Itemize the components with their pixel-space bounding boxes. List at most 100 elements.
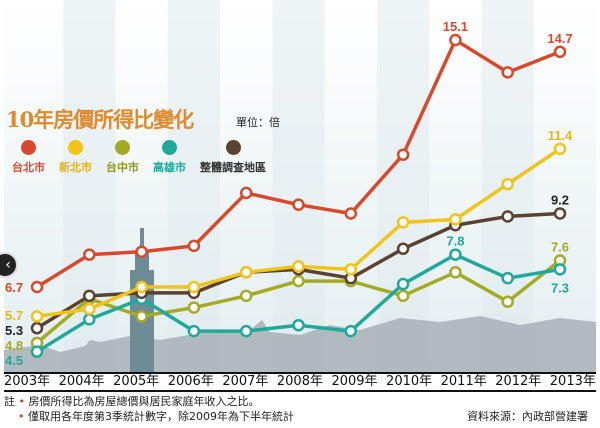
data-point	[187, 239, 201, 253]
data-point	[30, 310, 44, 323]
data-point	[344, 324, 358, 338]
data-point	[292, 260, 305, 273]
data-point	[239, 266, 253, 279]
x-tick-label: 2010年	[386, 374, 433, 389]
previous-arrow-button[interactable]: ‹	[0, 252, 18, 278]
unit-label: 單位：倍	[236, 116, 280, 129]
data-source: 資料來源：內政部營建署	[467, 410, 588, 423]
data-point	[292, 274, 305, 288]
data-point	[501, 177, 514, 191]
data-label: 14.7	[547, 31, 572, 46]
x-tick-label: 2003年	[4, 374, 51, 389]
x-tick-label: 2007年	[222, 374, 269, 389]
series-0	[30, 33, 567, 294]
x-tick-label: 2006年	[167, 374, 214, 389]
data-point	[30, 280, 44, 294]
data-point	[449, 248, 462, 261]
legend-dot	[225, 140, 241, 155]
note-prefix: 註	[4, 395, 15, 408]
data-point	[83, 289, 96, 303]
data-point	[396, 277, 410, 291]
data-point	[187, 324, 201, 338]
legend-label: 整體調查地區	[200, 161, 266, 174]
data-point	[292, 318, 305, 332]
data-label: 7.8	[446, 234, 464, 249]
legend-label: 高雄市	[153, 161, 186, 174]
data-point	[396, 242, 410, 256]
legend: 台北市 新北市 台中市 高雄市 整體調查地區	[0, 140, 280, 175]
data-point	[83, 248, 96, 261]
data-label: 7.6	[551, 240, 569, 255]
x-tick-label: 2005年	[113, 374, 160, 389]
data-point	[187, 280, 201, 294]
x-tick-label: 2009年	[331, 374, 378, 389]
data-point	[239, 324, 253, 338]
legend-item-overall: 整體調查地區	[200, 140, 266, 175]
x-tick-label: 2012年	[495, 374, 542, 389]
note-text: 僅取用各年度第3季統計數字，除2009年為下半年統計	[28, 410, 294, 423]
data-point	[135, 310, 148, 323]
legend-item-taichung: 台中市	[106, 140, 139, 175]
data-point	[501, 271, 514, 285]
data-label: 5.3	[5, 323, 23, 338]
legend-item-new-taipei: 新北市	[59, 140, 92, 175]
data-label: 4.8	[5, 338, 23, 353]
data-point	[239, 186, 253, 200]
note-1: 註 • 房價所得比為房屋總價與居民家庭年收入之比。	[4, 395, 260, 408]
x-tick-label: 2013年	[549, 374, 596, 389]
data-point	[239, 289, 253, 303]
data-point	[396, 216, 410, 229]
data-point	[501, 210, 514, 223]
note-2: • 僅取用各年度第3季統計數字，除2009年為下半年統計	[18, 410, 294, 423]
legend-dot	[115, 140, 130, 155]
data-label: 11.4	[548, 128, 573, 143]
x-tick-label: 2008年	[276, 374, 323, 389]
data-point	[344, 263, 358, 276]
data-point	[135, 280, 148, 294]
legend-label: 台中市	[106, 161, 139, 174]
data-point	[83, 313, 96, 326]
data-label: 5.7	[5, 308, 23, 323]
data-point	[396, 289, 410, 303]
data-label: 15.1	[443, 19, 468, 34]
data-point	[83, 302, 96, 316]
legend-dot	[68, 140, 83, 155]
x-tick-label: 2011年	[440, 374, 487, 389]
legend-dot	[162, 140, 177, 155]
data-label: 4.5	[5, 353, 23, 368]
legend-label: 新北市	[59, 161, 92, 174]
legend-item-taipei: 台北市	[12, 140, 45, 175]
note-text: 房價所得比為房屋總價與居民家庭年收入之比。	[28, 395, 260, 408]
data-point	[553, 207, 567, 220]
data-point	[344, 207, 358, 220]
line-chart: 4.8 7.6 4.5 7.8 7.3 5.3 9.2 5.7 11.4 6.7 15.1 14.7	[4, 0, 596, 374]
data-point	[30, 321, 44, 335]
data-point	[501, 295, 514, 308]
data-point	[396, 148, 410, 161]
legend-item-kaohsiung: 高雄市	[153, 140, 186, 175]
series-1	[30, 142, 567, 323]
data-label: 9.2	[551, 193, 569, 208]
data-point	[553, 263, 567, 276]
data-point	[553, 142, 567, 156]
x-tick-label: 2004年	[58, 374, 105, 389]
data-point	[501, 66, 514, 79]
data-point	[30, 345, 44, 358]
data-label: 7.3	[551, 280, 569, 295]
background-stripe	[377, 0, 430, 374]
legend-label: 台北市	[12, 161, 45, 174]
chart-title: 10年房價所得比變化	[6, 107, 194, 132]
chevron-left-icon: ‹	[5, 257, 11, 273]
data-label: 6.7	[5, 280, 23, 295]
data-point	[187, 301, 201, 314]
data-point	[449, 33, 462, 47]
x-axis: 2003年 2004年 2005年 2006年 2007年 2008年 2009年 2010年…	[4, 372, 596, 392]
legend-dot	[21, 140, 36, 155]
data-point	[292, 198, 305, 211]
data-point	[135, 245, 148, 258]
data-point	[449, 266, 462, 279]
series-3	[30, 248, 567, 358]
data-point	[553, 45, 567, 59]
background-stripe	[272, 0, 325, 374]
data-point	[449, 213, 462, 226]
